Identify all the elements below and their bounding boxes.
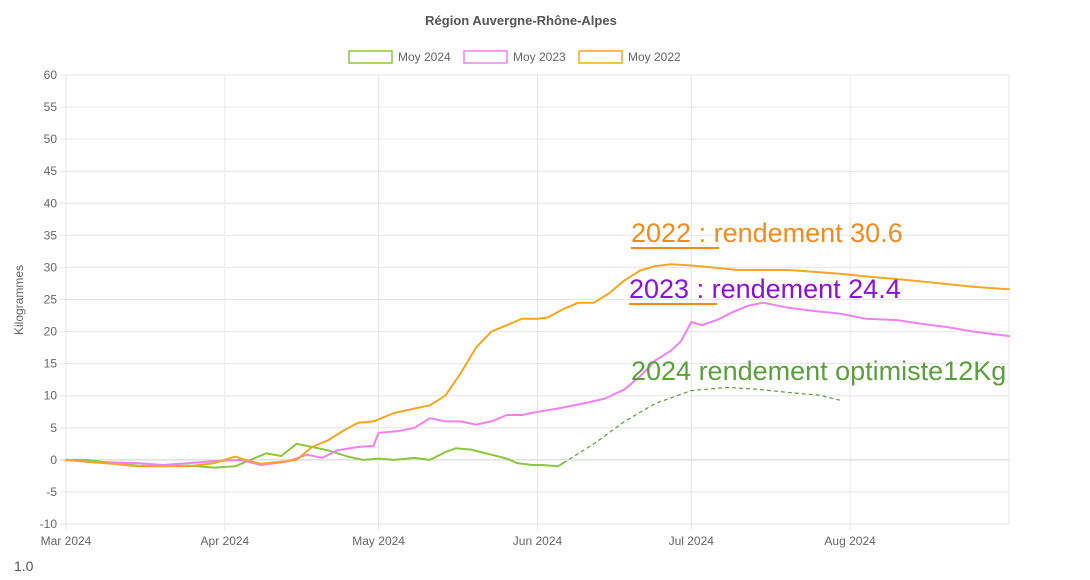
grid [60,74,1010,530]
y-tick-label: 0 [50,453,57,467]
x-tick-label: Apr 2024 [201,534,250,548]
chart-title: Région Auvergne-Rhône-Alpes [425,13,617,28]
series-line [65,301,1010,466]
y-axis-label: Kilogrammes [12,265,26,335]
legend-label: Moy 2024 [398,50,451,64]
x-tick-label: Jul 2024 [669,534,715,548]
y-tick-label: 15 [44,357,58,371]
y-tick-label: 20 [44,325,58,339]
y-tick-label: 55 [44,100,58,114]
legend-item[interactable]: Moy 2023 [463,50,566,64]
legend: Moy 2024 Moy 2023 Moy 2022 [348,50,681,64]
y-tick-label: -10 [40,517,58,531]
series-line [65,263,1010,468]
y-tick-label: 40 [44,196,58,210]
annotation-text: 2024 rendement optimiste12Kg [631,356,1006,386]
annotation-year: 2022 : [631,218,706,248]
annotation-label: rendement 30.6 [706,218,903,248]
footer-text: 1.0 [14,558,34,574]
legend-label: Moy 2022 [628,50,681,64]
legend-swatch [463,50,508,64]
legend-swatch [348,50,393,64]
series-lines [65,263,1010,469]
x-tick-label: Aug 2024 [824,534,876,548]
y-tick-label: -5 [46,485,57,499]
annotation-year: 2023 : [629,274,704,304]
legend-item[interactable]: Moy 2022 [578,50,681,64]
x-tick-label: May 2024 [352,534,405,548]
annotation-label: 2024 rendement optimiste12Kg [631,356,1006,386]
annotation-label: rendement 24.4 [704,274,901,304]
y-tick-label: 45 [44,164,58,178]
y-tick-label: 5 [50,421,57,435]
annotation-text: 2022 : rendement 30.6 [631,218,903,248]
x-tick-label: Jun 2024 [513,534,563,548]
y-tick-label: 60 [44,68,58,82]
legend-label: Moy 2023 [513,50,566,64]
annotation-text: 2023 : rendement 24.4 [629,274,901,304]
y-tick-label: 30 [44,260,58,274]
y-tick-label: 25 [44,293,58,307]
legend-swatch [578,50,623,64]
y-tick-label: 10 [44,389,58,403]
y-tick-label: 50 [44,132,58,146]
x-tick-label: Mar 2024 [41,534,92,548]
x-axis: Mar 2024 Apr 2024 May 2024 Jun 2024 Jul 2024… [41,534,876,548]
y-tick-label: 35 [44,228,58,242]
projection-line [562,386,841,464]
legend-item[interactable]: Moy 2024 [348,50,451,64]
